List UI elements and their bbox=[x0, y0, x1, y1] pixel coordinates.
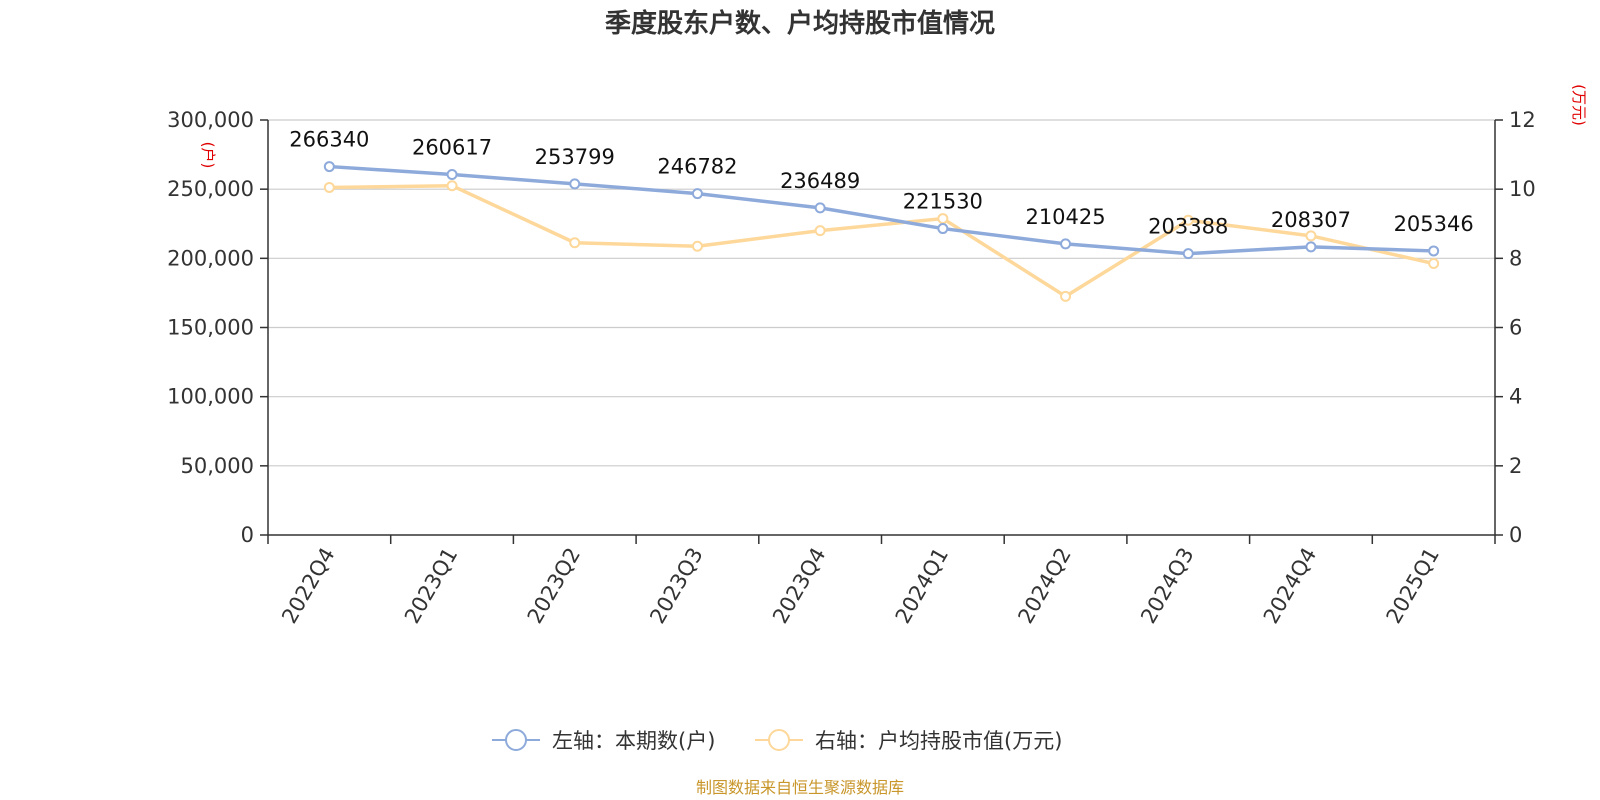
data-point-left[interactable] bbox=[1060, 238, 1072, 250]
right-tick-label: 4 bbox=[1509, 385, 1522, 409]
data-label: 208307 bbox=[1271, 208, 1351, 232]
right-axis-unit: (万元) bbox=[1570, 84, 1588, 126]
legend-marker-left bbox=[505, 729, 527, 751]
data-point-left[interactable] bbox=[323, 161, 335, 173]
data-point-right[interactable] bbox=[569, 237, 581, 249]
legend-label-right: 右轴：户均持股市值(万元) bbox=[815, 729, 1062, 753]
right-tick-label: 8 bbox=[1509, 246, 1522, 270]
left-tick-label: 100,000 bbox=[167, 385, 254, 409]
data-label: 260617 bbox=[412, 135, 492, 159]
data-label: 246782 bbox=[657, 155, 737, 179]
x-tick-label: 2024Q2 bbox=[1013, 544, 1075, 628]
data-point-left[interactable] bbox=[937, 223, 949, 235]
legend-label-left: 左轴：本期数(户) bbox=[552, 729, 715, 753]
left-tick-label: 0 bbox=[241, 523, 254, 547]
left-tick-label: 300,000 bbox=[167, 108, 254, 132]
data-label: 236489 bbox=[780, 169, 860, 193]
legend-marker-right bbox=[768, 729, 790, 751]
data-point-left[interactable] bbox=[446, 168, 458, 180]
right-tick-label: 12 bbox=[1509, 108, 1536, 132]
x-tick-label: 2024Q4 bbox=[1259, 544, 1321, 628]
data-point-right[interactable] bbox=[446, 180, 458, 192]
x-tick-label: 2024Q1 bbox=[891, 544, 953, 628]
series-line-left bbox=[329, 164, 1434, 256]
data-point-right[interactable] bbox=[937, 213, 949, 225]
x-tick-label: 2023Q1 bbox=[400, 544, 462, 628]
x-tick-label: 2023Q4 bbox=[768, 544, 830, 628]
data-labels: 266340 260617 253799 246782 236489 221530 2104… bbox=[289, 128, 1473, 239]
data-point-left[interactable] bbox=[1428, 245, 1440, 257]
data-point-right[interactable] bbox=[323, 181, 335, 193]
right-tick-label: 10 bbox=[1509, 177, 1536, 201]
x-tick-label: 2023Q2 bbox=[523, 544, 585, 628]
left-axis-ticks: 0 50,000 100,000 150,000 200,000 250,000 300,0… bbox=[167, 108, 268, 547]
data-point-left[interactable] bbox=[1305, 241, 1317, 253]
legend-item-right-series[interactable]: 右轴：户均持股市值(万元) bbox=[755, 729, 1062, 753]
left-tick-label: 200,000 bbox=[167, 246, 254, 270]
data-label: 253799 bbox=[535, 145, 615, 169]
x-tick-label: 2025Q1 bbox=[1382, 544, 1444, 628]
series-line-right bbox=[329, 183, 1435, 299]
left-tick-label: 50,000 bbox=[181, 454, 254, 478]
data-label: 205346 bbox=[1394, 212, 1474, 236]
data-point-right[interactable] bbox=[691, 240, 703, 252]
x-tick-label: 2022Q4 bbox=[277, 544, 339, 628]
data-label: 221530 bbox=[903, 190, 983, 214]
left-tick-label: 150,000 bbox=[167, 316, 254, 340]
right-tick-label: 2 bbox=[1509, 454, 1522, 478]
chart-title: 季度股东户数、户均持股市值情况 bbox=[605, 8, 995, 39]
right-tick-label: 0 bbox=[1509, 523, 1522, 547]
data-point-right[interactable] bbox=[814, 225, 826, 237]
left-tick-label: 250,000 bbox=[167, 177, 254, 201]
series-group bbox=[323, 161, 1440, 302]
right-tick-label: 6 bbox=[1509, 316, 1522, 340]
data-point-right[interactable] bbox=[1060, 290, 1072, 302]
data-label: 210425 bbox=[1025, 205, 1105, 229]
source-note: 制图数据来自恒生聚源数据库 bbox=[696, 778, 904, 797]
data-point-left[interactable] bbox=[569, 178, 581, 190]
data-point-left[interactable] bbox=[691, 188, 703, 200]
left-axis-unit: (户) bbox=[199, 142, 217, 169]
data-point-left[interactable] bbox=[1182, 248, 1194, 260]
right-axis-ticks: 0 2 4 6 8 10 12 bbox=[1495, 108, 1536, 547]
data-point-right[interactable] bbox=[1182, 214, 1194, 226]
data-point-right[interactable] bbox=[1428, 258, 1440, 270]
x-tick-label: 2024Q3 bbox=[1136, 544, 1198, 628]
x-tick-label: 2023Q3 bbox=[645, 544, 707, 628]
grid-lines bbox=[268, 119, 1495, 467]
data-label: 203388 bbox=[1148, 215, 1228, 239]
data-point-left[interactable] bbox=[814, 202, 826, 214]
data-point-right[interactable] bbox=[1305, 230, 1317, 242]
data-label: 266340 bbox=[289, 128, 369, 152]
legend-item-left-series[interactable]: 左轴：本期数(户) bbox=[492, 729, 715, 753]
legend[interactable]: 左轴：本期数(户) 右轴：户均持股市值(万元) bbox=[492, 729, 1062, 753]
x-axis-ticks: 2022Q4 2023Q1 2023Q2 2023Q3 2023Q4 2024Q1 2024… bbox=[267, 535, 1496, 628]
